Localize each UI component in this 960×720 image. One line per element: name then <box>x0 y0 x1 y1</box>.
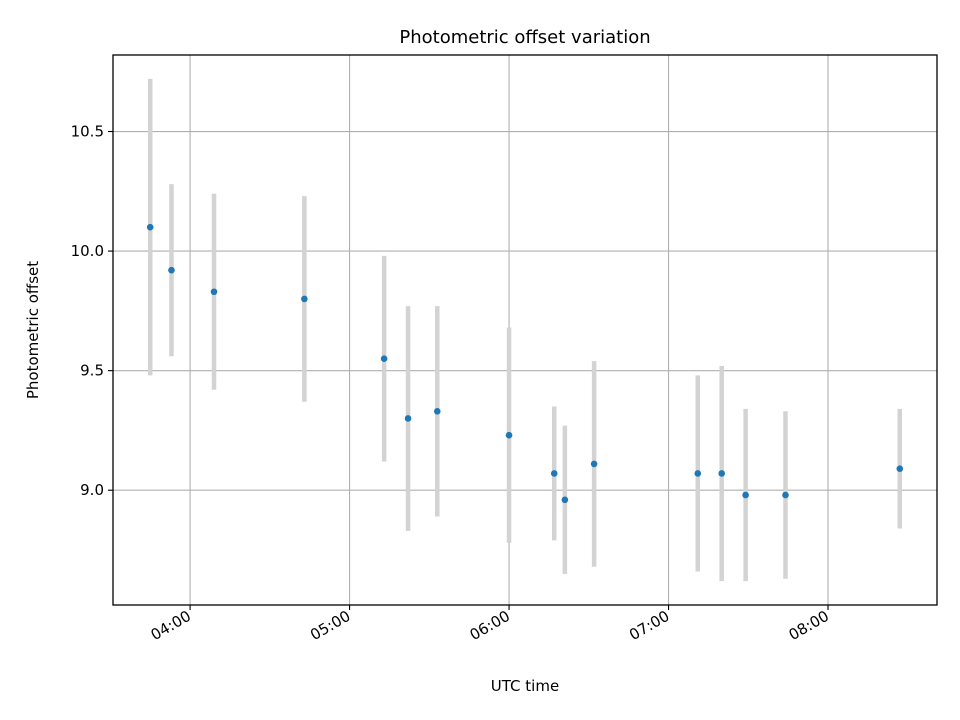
y-tick-label: 9.0 <box>80 481 104 499</box>
y-axis-label: Photometric offset <box>24 261 42 399</box>
data-points <box>146 223 904 504</box>
data-point <box>782 491 789 499</box>
chart-title: Photometric offset variation <box>399 27 650 48</box>
data-point <box>742 491 749 499</box>
y-tick-label: 10.0 <box>71 242 104 260</box>
data-point <box>210 288 218 296</box>
data-point <box>146 223 154 231</box>
data-point <box>550 470 558 477</box>
data-point <box>505 431 513 439</box>
data-point <box>380 355 388 362</box>
y-tick-label: 10.5 <box>71 123 104 141</box>
data-point <box>896 465 904 472</box>
data-point <box>301 295 308 303</box>
data-point <box>718 470 725 477</box>
y-tick-label: 9.5 <box>80 362 104 380</box>
data-point <box>561 496 569 504</box>
data-point <box>433 408 441 415</box>
data-point <box>694 470 702 477</box>
data-point <box>590 460 598 468</box>
plot-frame <box>112 54 938 606</box>
data-point <box>168 266 175 274</box>
data-point <box>404 415 412 422</box>
x-axis-label: UTC time <box>491 677 559 695</box>
